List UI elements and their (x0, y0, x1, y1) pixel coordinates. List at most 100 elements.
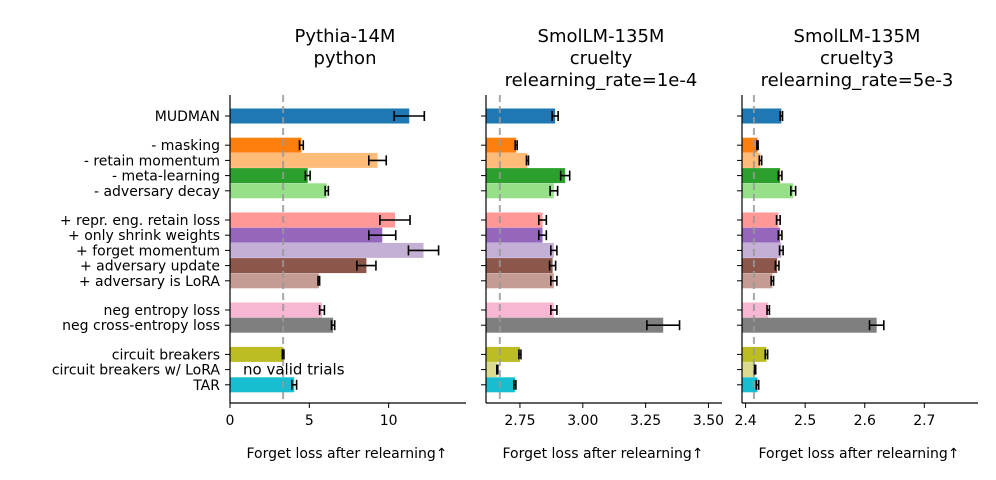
bar-neg-cross-entropy-loss (230, 317, 334, 333)
error-bar-retain-momentum (525, 155, 530, 166)
error-bar-meta-learning (777, 170, 783, 181)
bar-meta-learning (230, 168, 308, 184)
error-bar-repr-eng-retain-loss (379, 215, 411, 225)
error-bar-adversary-decay (549, 185, 559, 196)
x-tick-label: 2.4 (734, 413, 756, 429)
error-bar-tar (291, 379, 298, 390)
panel-title-line: relearning_rate=5e-3 (761, 70, 954, 91)
category-label-masking: - masking (151, 138, 220, 154)
x-tick-label: 3.50 (693, 413, 724, 429)
bar-adversary-is-lora (486, 273, 554, 289)
error-bar-circuit-breakers-w-lora (496, 364, 499, 375)
category-label-circuit-breakers: circuit breakers (112, 347, 220, 363)
bar-forget-momentum (230, 242, 424, 258)
category-label-adversary-decay: - adversary decay (94, 184, 220, 200)
bar-neg-cross-entropy-loss (742, 317, 877, 333)
x-tick-label: 0 (226, 413, 235, 429)
error-bar-meta-learning (304, 170, 311, 181)
x-tick-label: 2.75 (504, 413, 535, 429)
bar-retain-momentum (742, 152, 761, 168)
category-label-only-shrink-weights: + only shrink weights (68, 228, 220, 244)
bar-circuit-breakers-w-lora (486, 362, 498, 378)
bar-neg-entropy-loss (486, 302, 554, 318)
no-valid-trials-note: no valid trials (243, 361, 345, 379)
bar-tar (230, 377, 295, 393)
category-label-tar: TAR (192, 378, 220, 394)
bar-adversary-is-lora (230, 273, 319, 289)
panel-title-line: cruelty3 (820, 48, 894, 69)
bar-masking (230, 137, 302, 153)
error-bar-adversary-is-lora (550, 275, 558, 286)
x-axis-label: Forget loss after relearning↑ (246, 446, 447, 462)
bar-retain-momentum (486, 152, 528, 168)
x-tick-label: 2.6 (854, 413, 876, 429)
error-bar-circuit-breakers (764, 349, 769, 360)
error-bar-neg-cross-entropy-loss (330, 320, 336, 331)
error-bar-adversary-is-lora (317, 275, 321, 286)
error-bar-neg-cross-entropy-loss (646, 320, 681, 331)
panel-title-line: cruelty (570, 48, 633, 69)
category-label-mudman: MUDMAN (155, 109, 220, 125)
error-bar-adversary-update (548, 260, 557, 271)
bar-neg-cross-entropy-loss (486, 317, 664, 333)
error-bar-neg-entropy-loss (766, 305, 771, 315)
x-tick-label: 5 (305, 413, 314, 429)
x-tick-label: 10 (380, 413, 398, 429)
bar-adversary-update (230, 258, 367, 274)
category-label-adversary-update: + adversary update (80, 259, 220, 275)
error-bar-retain-momentum (367, 155, 388, 166)
error-bar-tar (513, 379, 517, 390)
panel-title-line: python (314, 48, 377, 69)
bar-neg-entropy-loss (742, 302, 769, 318)
error-bar-meta-learning (559, 170, 571, 181)
bar-tar (742, 377, 758, 393)
category-label-retain-momentum: - retain momentum (84, 153, 220, 169)
error-bar-adversary-update (356, 260, 377, 271)
bar-repr-eng-retain-loss (486, 212, 543, 228)
error-bar-only-shrink-weights (537, 230, 548, 241)
bar-meta-learning (486, 168, 566, 184)
error-bar-circuit-breakers (281, 349, 285, 360)
bar-retain-momentum (230, 152, 378, 168)
error-bar-repr-eng-retain-loss (775, 215, 781, 225)
x-tick-label: 3.25 (630, 413, 661, 429)
error-bar-forget-momentum (550, 245, 558, 256)
bar-adversary-is-lora (742, 273, 773, 289)
bar-only-shrink-weights (742, 227, 781, 243)
x-tick-label: 2.5 (794, 413, 816, 429)
bar-only-shrink-weights (230, 227, 383, 243)
panel-title-line: SmolLM-135M (538, 26, 665, 47)
x-axis-label: Forget loss after relearning↑ (502, 446, 703, 462)
bar-repr-eng-retain-loss (742, 212, 779, 228)
error-bar-masking (298, 140, 305, 151)
error-bar-only-shrink-weights (777, 230, 783, 241)
panel-title-line: SmolLM-135M (794, 26, 921, 47)
category-label-adversary-is-lora: + adversary is LoRA (79, 274, 221, 290)
bar-mudman (742, 108, 782, 124)
error-bar-forget-momentum (407, 245, 440, 256)
error-bar-masking (756, 140, 759, 151)
error-bar-forget-momentum (778, 245, 784, 256)
bar-adversary-decay (742, 183, 794, 199)
error-bar-mudman (551, 111, 559, 121)
panel-title-line: relearning_rate=1e-4 (505, 70, 698, 91)
bar-mudman (486, 108, 556, 124)
error-bar-circuit-breakers (518, 349, 522, 360)
category-label-repr-eng-retain-loss: + repr. eng. retain loss (60, 213, 220, 229)
error-bar-adversary-update (774, 260, 780, 271)
error-bar-mudman (779, 111, 784, 121)
error-bar-repr-eng-retain-loss (537, 215, 548, 225)
bar-adversary-update (486, 258, 553, 274)
x-axis-label: Forget loss after relearning↑ (758, 446, 959, 462)
category-label-neg-cross-entropy-loss: neg cross-entropy loss (62, 318, 220, 334)
category-labels: MUDMAN - masking- retain momentum- meta-l… (52, 109, 221, 394)
error-bar-adversary-decay (324, 185, 330, 196)
